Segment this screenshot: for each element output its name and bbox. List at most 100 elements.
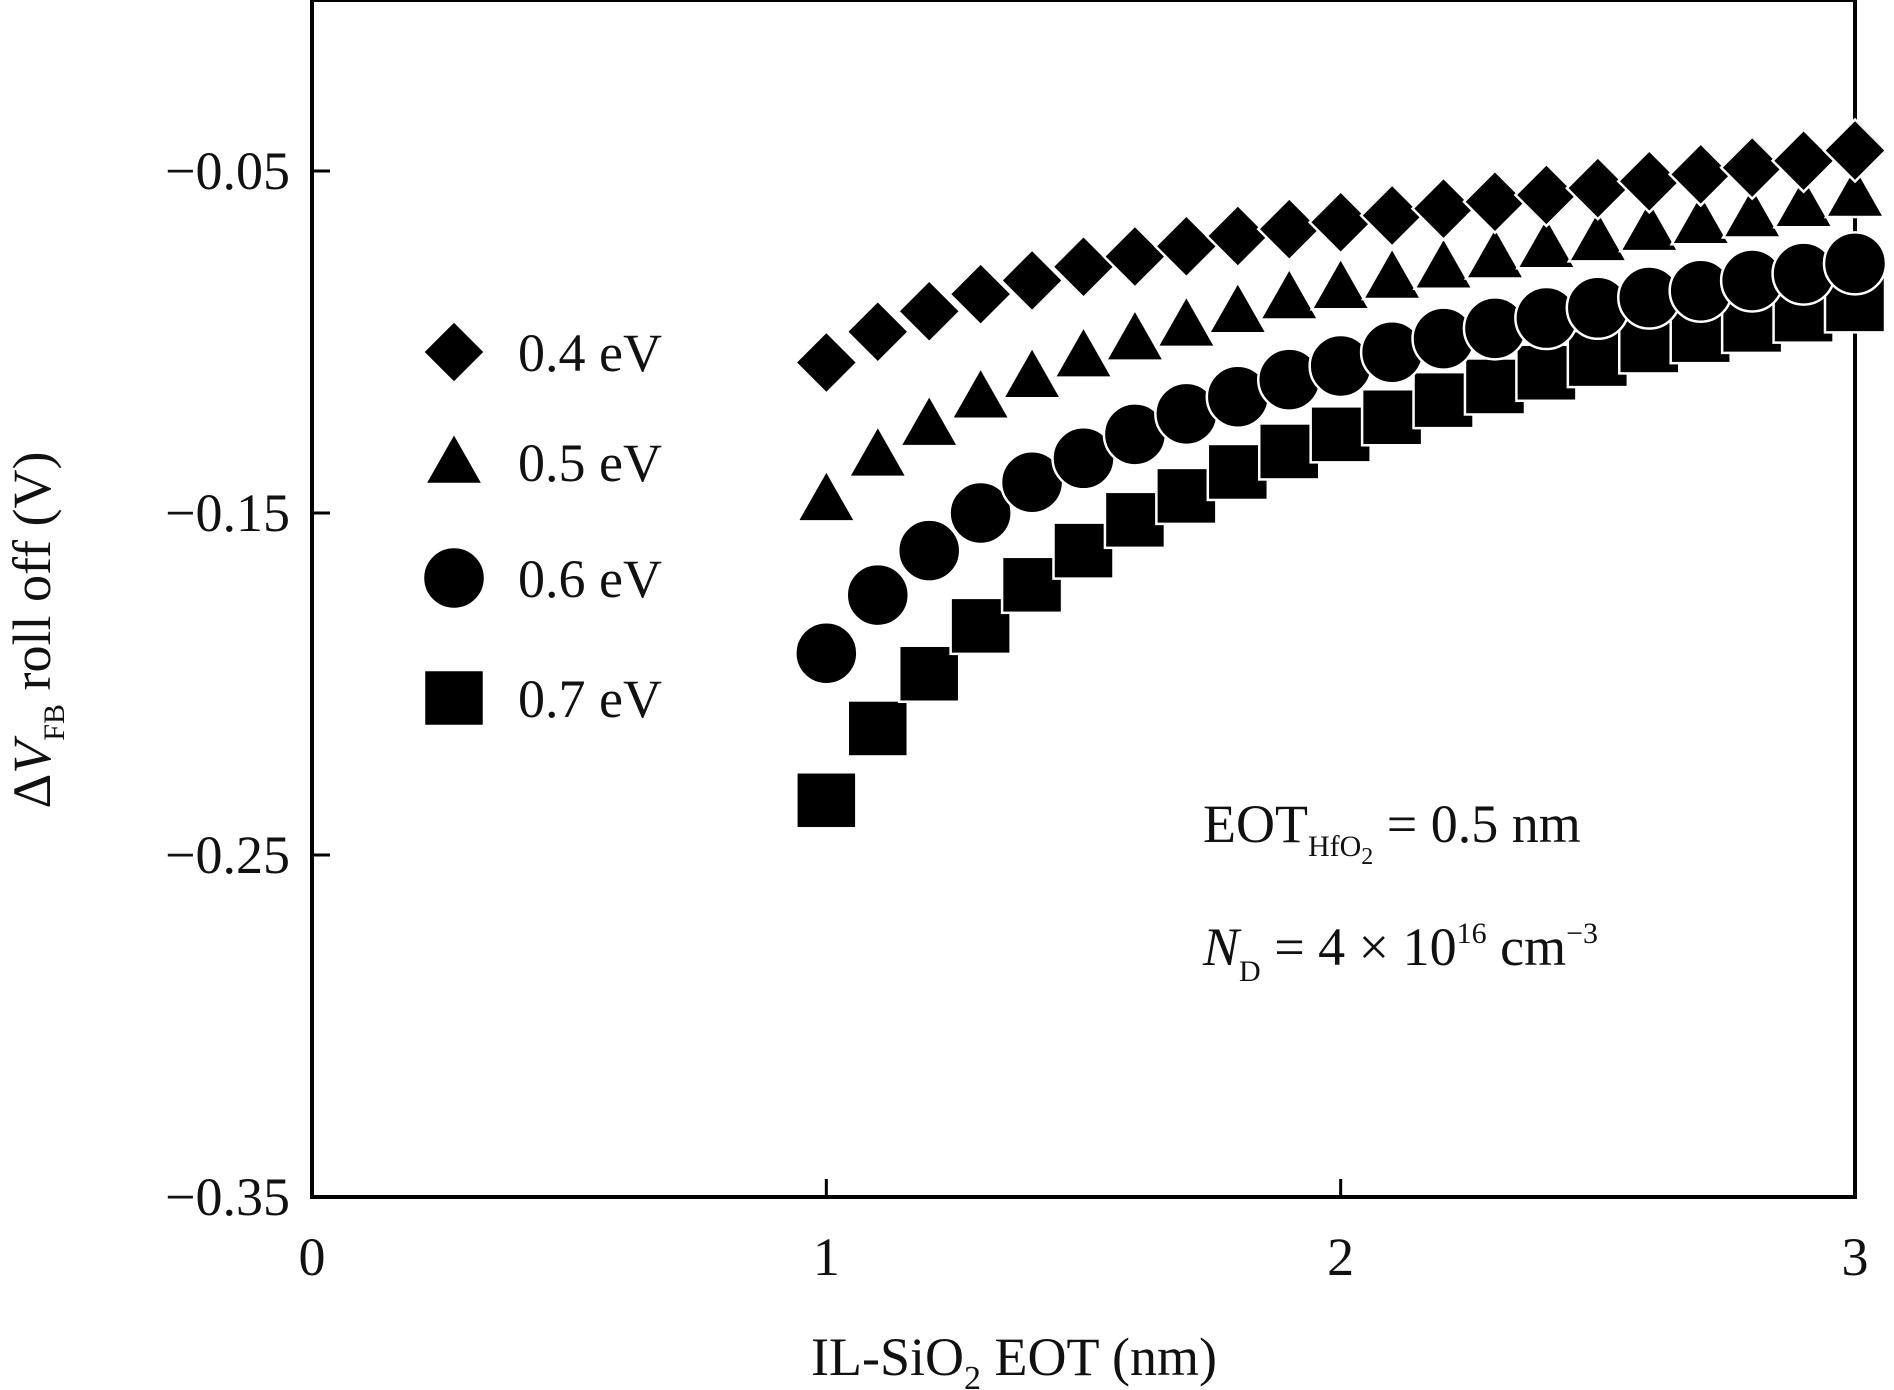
legend-label-0-6-ev: 0.6 eV [518,549,662,609]
y-axis-label-sub: FB [38,704,71,741]
annotation-eot: EOTHfO2 = 0.5 nm [1203,794,1581,870]
point-diamond-0-4-ev [1513,162,1580,228]
annotation-nd: ND = 4 × 1016 cm−3 [1202,917,1598,988]
point-square-0-7-ev [1412,370,1475,430]
point-circle-0-6-ev [948,480,1013,546]
point-square-0-7-ev [1000,555,1064,615]
annotation-eot-sub-b: 2 [1361,844,1373,870]
x-axis-ticks: 0 1 2 3 [299,1179,1869,1287]
point-diamond-0-4-ev [844,298,911,365]
point-square-0-7-ev [1052,521,1115,580]
legend-label-0-5-ev: 0.5 eV [518,433,662,493]
point-diamond-0-4-ev [1205,203,1271,269]
point-triangle-0-5-ev [1720,183,1784,239]
point-diamond-0-4-ev [1616,148,1683,215]
legend-marker-0-6-ev [421,545,487,611]
y-axis-label-tail: roll off (V) [2,452,62,704]
y-axis-label: ΔVFB roll off (V) [2,452,71,809]
point-triangle-0-5-ev [795,467,858,523]
point-diamond-0-4-ev [1102,223,1168,290]
legend: 0.4 eV 0.5 eV 0.6 eV 0.7 eV [421,319,662,729]
point-triangle-0-5-ev [1206,279,1269,335]
point-diamond-0-4-ev [1307,189,1374,256]
point-triangle-0-5-ev [1412,235,1475,291]
annotation-nd-var: N [1202,917,1242,977]
point-square-0-7-ev [1103,490,1167,550]
point-triangle-0-5-ev [1669,190,1732,246]
point-diamond-0-4-ev [1256,196,1323,262]
point-triangle-0-5-ev [1103,307,1167,362]
point-diamond-0-4-ev [896,278,962,344]
legend-marker-0-7-ev [422,668,486,728]
point-square-0-7-ev [1155,466,1218,526]
annotation-nd-tail: cm [1487,917,1566,977]
legend-label-0-7-ev: 0.7 eV [518,669,662,729]
point-triangle-0-5-ev [1463,224,1527,280]
point-diamond-0-4-ev [1050,233,1117,300]
annotation-eot-tail: = 0.5 nm [1373,794,1580,854]
point-triangle-0-5-ev [1309,255,1372,311]
legend-label-0-4-ev: 0.4 eV [518,323,662,383]
point-square-0-7-ev [795,771,858,830]
y-axis-label-delta: Δ [2,774,62,809]
point-square-0-7-ev [1309,405,1372,464]
point-diamond-0-4-ev [1565,155,1631,221]
point-triangle-0-5-ev [898,392,961,448]
y-tick-label: −0.05 [165,141,290,201]
point-triangle-0-5-ev [1618,197,1681,253]
point-circle-0-6-ev [794,620,859,686]
point-diamond-0-4-ev [1462,169,1528,235]
annotation-nd-mid: = 4 × 10 [1261,917,1457,977]
point-diamond-0-4-ev [999,247,1065,314]
point-triangle-0-5-ev [1566,207,1629,263]
annotation-nd-sup: 16 [1457,917,1487,950]
annotation-nd-sub: D [1239,955,1261,988]
point-diamond-0-4-ev [1667,141,1734,208]
point-triangle-0-5-ev [1000,344,1064,400]
x-axis-label-main: IL-SiO [811,1327,964,1387]
x-tick-label: 0 [299,1227,326,1287]
point-square-0-7-ev [1566,329,1630,389]
point-diamond-0-4-ev [1410,175,1477,242]
point-square-0-7-ev [1257,422,1321,481]
point-triangle-0-5-ev [1360,245,1424,301]
legend-marker-0-5-ev [422,430,486,486]
point-diamond-0-4-ev [1719,134,1785,201]
point-square-0-7-ev [949,596,1012,656]
x-tick-label: 3 [1842,1227,1869,1287]
point-square-0-7-ev [1360,387,1424,447]
point-triangle-0-5-ev [1052,324,1115,379]
plot-frame [310,0,1857,1199]
y-tick-label: −0.15 [165,483,290,543]
point-diamond-0-4-ev [793,329,860,396]
point-triangle-0-5-ev [1155,293,1218,349]
point-circle-0-6-ev [1822,231,1888,296]
annotation-eot-main: EOT [1203,794,1308,854]
x-tick-label: 1 [813,1227,840,1287]
point-triangle-0-5-ev [1258,266,1321,321]
legend-marker-0-4-ev [421,319,487,385]
annotation-eot-sub-a: HfO [1308,830,1361,863]
x-axis-label-sub: 2 [964,1360,981,1390]
point-triangle-0-5-ev [1823,163,1887,219]
y-tick-label: −0.35 [165,1167,290,1227]
point-diamond-0-4-ev [1822,117,1888,184]
point-diamond-0-4-ev [1770,127,1837,194]
x-axis-label: IL-SiO2 EOT (nm) [811,1327,1217,1390]
point-square-0-7-ev [846,699,910,758]
x-tick-label: 2 [1327,1227,1354,1287]
x-axis-label-tail: EOT (nm) [981,1327,1217,1387]
point-triangle-0-5-ev [846,423,909,479]
point-circle-0-6-ev [896,518,962,583]
point-diamond-0-4-ev [1359,182,1425,249]
y-axis-label-var: V [2,735,62,774]
point-triangle-0-5-ev [1515,214,1578,270]
point-diamond-0-4-ev [1153,213,1220,280]
point-diamond-0-4-ev [947,261,1014,327]
point-circle-0-6-ev [845,562,911,628]
annotation-nd-sup2: −3 [1566,917,1598,950]
point-triangle-0-5-ev [949,365,1012,420]
y-tick-label: −0.25 [165,825,290,885]
point-square-0-7-ev [897,644,961,703]
